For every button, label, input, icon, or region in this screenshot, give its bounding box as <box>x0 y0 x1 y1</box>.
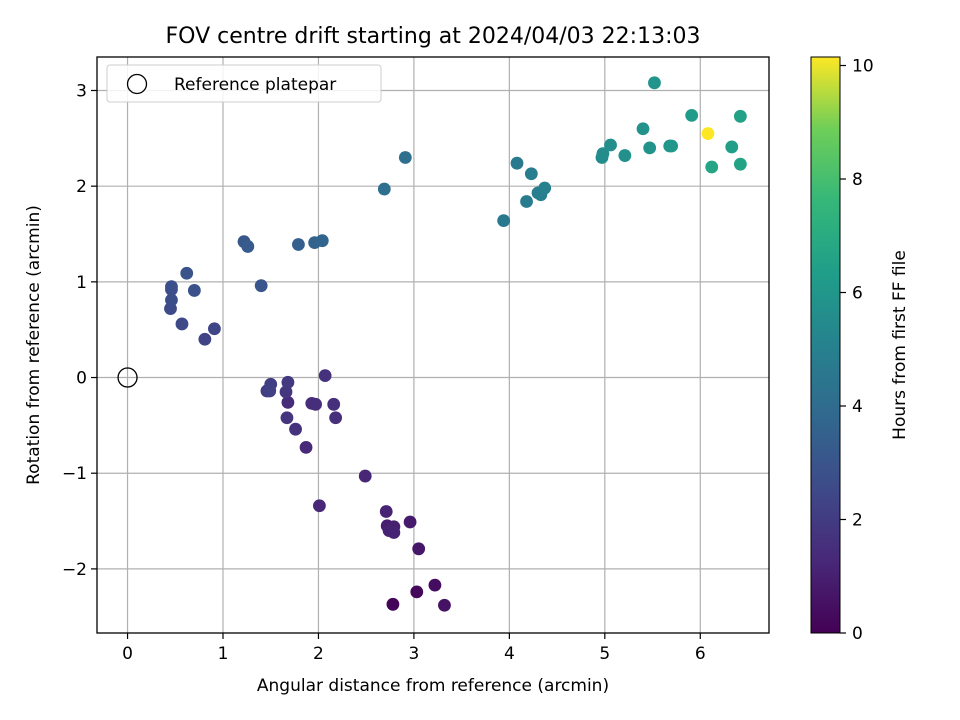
data-point <box>281 396 295 409</box>
legend-marker <box>126 73 148 95</box>
x-tick-label: 4 <box>504 644 515 664</box>
y-axis-label: Rotation from reference (arcmin) <box>24 205 44 485</box>
data-point <box>377 182 391 196</box>
data-point <box>538 181 552 195</box>
x-tick-label: 3 <box>408 644 419 664</box>
x-axis-ticks: 0 1 2 3 4 5 6 <box>122 633 706 664</box>
data-point <box>398 151 412 164</box>
data-point <box>180 266 194 280</box>
data-point <box>254 279 268 293</box>
x-tick-label: 1 <box>218 644 229 664</box>
data-point <box>733 157 747 171</box>
data-point <box>313 499 326 513</box>
data-point <box>175 317 189 331</box>
data-point <box>412 542 426 556</box>
data-point <box>327 397 341 411</box>
colorbar-tick-label: 2 <box>852 511 863 531</box>
colorbar-gradient <box>810 56 841 634</box>
data-point <box>280 411 294 425</box>
data-point <box>292 238 305 251</box>
x-axis-label: Angular distance from reference (arcmin) <box>257 676 609 696</box>
data-point <box>665 139 679 153</box>
data-point <box>187 284 201 297</box>
data-point <box>438 598 451 612</box>
chart-title: FOV centre drift starting at 2024/04/03 … <box>166 24 701 49</box>
data-point <box>165 280 178 294</box>
data-point <box>289 422 302 436</box>
data-point <box>329 411 343 425</box>
colorbar: 0 2 4 6 8 10 Hours from first FF file <box>810 56 910 644</box>
data-point <box>428 578 442 592</box>
colorbar-tick-label: 6 <box>852 284 863 304</box>
data-point <box>241 240 255 253</box>
data-point <box>705 160 719 174</box>
colorbar-tick-label: 8 <box>852 170 863 190</box>
data-point <box>648 76 661 90</box>
data-point <box>309 397 322 411</box>
colorbar-ticks: 0 2 4 6 8 10 <box>840 57 874 644</box>
plot-frame <box>96 56 770 634</box>
legend: Reference platepar <box>106 64 382 103</box>
colorbar-tick-label: 10 <box>852 57 874 77</box>
data-point <box>618 149 632 162</box>
data-point <box>387 526 401 539</box>
reference-marker-group <box>117 367 138 388</box>
data-point <box>520 195 533 208</box>
data-point <box>165 293 178 307</box>
data-point <box>685 108 699 122</box>
data-point <box>636 122 650 136</box>
y-tick-label: 3 <box>76 81 87 101</box>
data-point <box>733 109 747 123</box>
data-point <box>358 469 372 483</box>
y-tick-label: −1 <box>62 464 87 484</box>
y-tick-label: 1 <box>76 273 87 293</box>
data-point <box>318 369 332 383</box>
data-point <box>281 375 295 389</box>
y-tick-label: 0 <box>76 369 87 389</box>
colorbar-label: Hours from first FF file <box>890 250 910 440</box>
legend-box <box>106 64 382 103</box>
y-tick-label: −2 <box>62 560 87 580</box>
x-tick-label: 0 <box>122 644 133 664</box>
data-point <box>263 384 277 398</box>
data-point <box>497 214 511 228</box>
data-point <box>208 322 221 336</box>
data-point <box>386 597 400 611</box>
data-point <box>410 585 424 599</box>
legend-label: Reference platepar <box>174 75 336 95</box>
y-axis-ticks: −2 −1 0 1 2 3 <box>62 81 97 580</box>
data-point <box>596 147 610 161</box>
y-tick-label: 2 <box>76 177 87 197</box>
data-point <box>510 156 524 170</box>
reference-platepar-marker <box>117 367 138 388</box>
data-point <box>604 138 617 152</box>
data-point <box>403 515 417 529</box>
colorbar-tick-label: 4 <box>852 397 863 417</box>
data-point <box>279 385 293 399</box>
data-point <box>524 167 538 181</box>
data-point <box>701 127 715 140</box>
colorbar-tick-label: 0 <box>852 624 863 644</box>
data-point <box>379 505 393 518</box>
x-tick-label: 5 <box>599 644 610 664</box>
data-point <box>643 141 657 155</box>
x-tick-label: 6 <box>695 644 706 664</box>
x-tick-label: 2 <box>313 644 324 664</box>
data-point <box>725 140 739 154</box>
data-point <box>299 440 313 454</box>
data-point <box>198 332 212 346</box>
data-points <box>164 76 747 612</box>
data-point <box>315 234 329 248</box>
